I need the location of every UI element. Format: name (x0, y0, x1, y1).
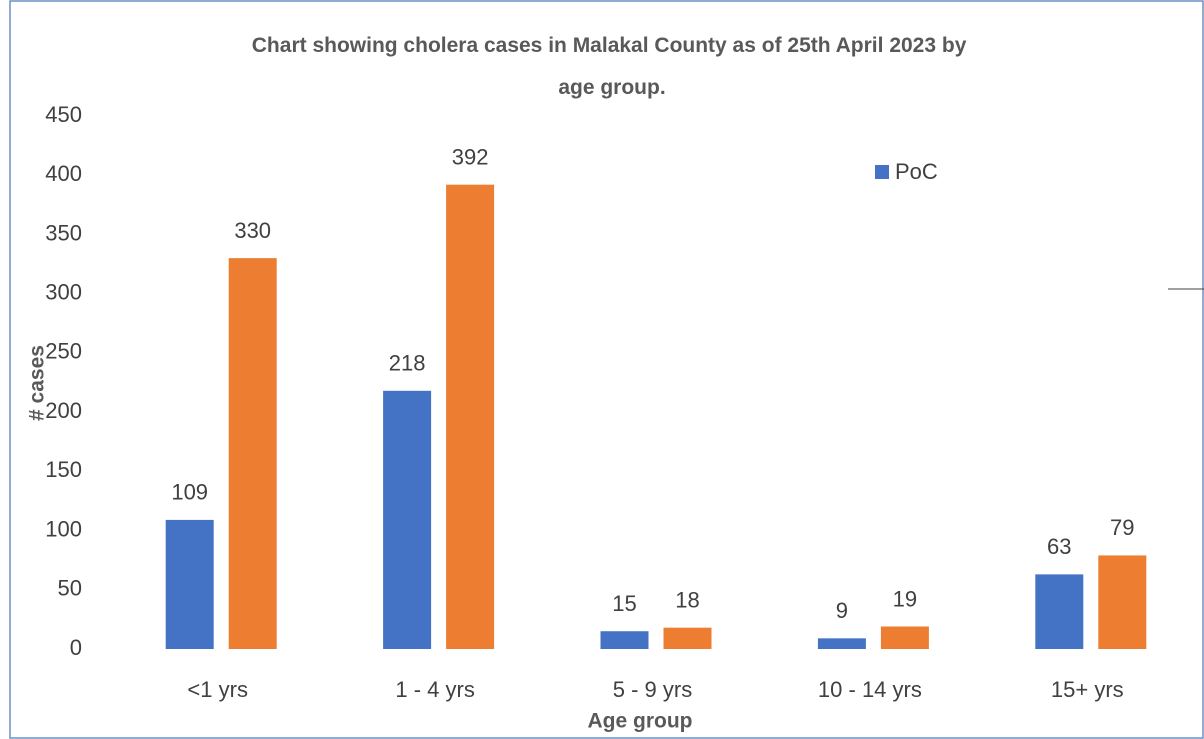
bar (880, 626, 929, 649)
chart-title: Chart showing cholera cases in Malakal C… (252, 34, 972, 99)
bar (1098, 555, 1147, 649)
data-label: 218 (389, 351, 426, 376)
y-tick-label: 450 (45, 102, 82, 127)
bar (383, 390, 432, 649)
x-tick-label: <1 yrs (187, 677, 248, 702)
legend-swatch (875, 165, 889, 179)
data-label: 330 (234, 218, 271, 243)
data-label: 15 (612, 591, 636, 616)
bar (817, 638, 866, 649)
data-label: 63 (1047, 534, 1071, 559)
y-axis-title: # cases (26, 345, 49, 421)
y-tick-label: 100 (45, 516, 82, 541)
x-tick-label: 1 - 4 yrs (395, 677, 474, 702)
y-tick-label: 350 (45, 220, 82, 245)
data-label: 392 (452, 145, 489, 170)
data-label: 109 (171, 480, 208, 505)
y-tick-label: 250 (45, 339, 82, 364)
bar (446, 184, 495, 649)
x-tick-label: 15+ yrs (1051, 677, 1124, 702)
x-tick-label: 5 - 9 yrs (613, 677, 692, 702)
x-axis-title: Age group (588, 710, 693, 733)
y-tick-label: 400 (45, 161, 82, 186)
data-label: 79 (1110, 515, 1134, 540)
bar (228, 258, 277, 649)
y-tick-label: 150 (45, 457, 82, 482)
bar (663, 627, 712, 649)
data-label: 18 (675, 587, 699, 612)
x-tick-label: 10 - 14 yrs (818, 677, 922, 702)
legend-label: PoC (895, 159, 938, 184)
bar (1035, 574, 1084, 649)
data-label: 19 (893, 586, 917, 611)
bar (600, 631, 649, 649)
y-tick-label: 300 (45, 279, 82, 304)
bar (165, 519, 214, 649)
y-tick-label: 0 (70, 635, 82, 660)
data-label: 9 (836, 598, 848, 623)
y-tick-label: 200 (45, 398, 82, 423)
y-tick-label: 50 (58, 576, 82, 601)
